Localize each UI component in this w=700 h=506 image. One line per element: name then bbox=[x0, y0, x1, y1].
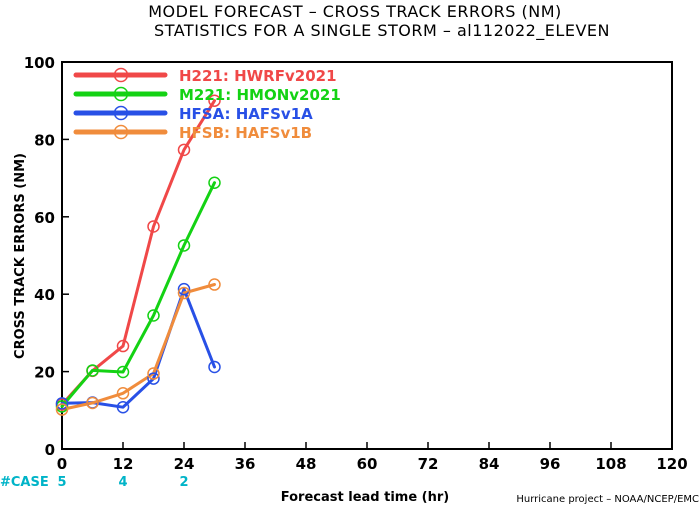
x-axis-label: Forecast lead time (hr) bbox=[281, 490, 449, 505]
x-tick-label: 36 bbox=[235, 455, 256, 473]
y-tick-label: 60 bbox=[34, 209, 55, 227]
plot-frame bbox=[61, 61, 673, 450]
y-tick-label: 80 bbox=[34, 131, 55, 149]
case-count: 2 bbox=[179, 475, 188, 490]
data-point bbox=[177, 239, 191, 252]
data-point bbox=[147, 309, 160, 322]
x-tick-label: 0 bbox=[57, 455, 67, 473]
series-line bbox=[60, 287, 216, 409]
data-point bbox=[147, 367, 160, 380]
series-line bbox=[60, 283, 216, 411]
y-tick-label: 0 bbox=[45, 441, 55, 459]
legend-label: HFSB: HAFSv1B bbox=[179, 124, 312, 142]
legend-marker bbox=[113, 105, 129, 121]
data-point bbox=[116, 365, 130, 379]
chart-title: MODEL FORECAST – CROSS TRACK ERRORS (NM) bbox=[148, 2, 562, 21]
series-line bbox=[60, 99, 216, 406]
x-tick-label: 96 bbox=[540, 455, 561, 473]
data-point bbox=[147, 372, 160, 385]
series-line bbox=[60, 181, 216, 408]
data-point bbox=[208, 176, 221, 189]
data-point bbox=[177, 286, 191, 300]
legend-marker bbox=[113, 86, 129, 102]
x-tick-label: 48 bbox=[296, 455, 317, 473]
y-tick-label: 20 bbox=[34, 364, 55, 382]
data-point bbox=[147, 220, 160, 233]
legend-marker bbox=[113, 67, 129, 83]
x-tick-label: 12 bbox=[113, 455, 134, 473]
x-tick-label: 60 bbox=[357, 455, 378, 473]
data-point bbox=[208, 360, 221, 374]
data-point bbox=[208, 94, 221, 107]
legend-label: M221: HMONv2021 bbox=[179, 86, 341, 104]
series-layer bbox=[55, 94, 221, 416]
case-label: #CASE bbox=[0, 475, 49, 490]
x-axis: 0 12 24 36 48 60 72 84 96 108 120 bbox=[57, 442, 688, 473]
y-axis-label: CROSS TRACK ERRORS (NM) bbox=[13, 153, 28, 359]
data-point bbox=[116, 400, 130, 414]
x-tick-label: 108 bbox=[595, 455, 626, 473]
data-point bbox=[55, 403, 69, 416]
case-counts: 5 4 2 bbox=[57, 475, 188, 490]
data-point bbox=[177, 282, 191, 296]
data-point bbox=[55, 400, 69, 413]
data-point bbox=[208, 278, 221, 291]
y-tick-label: 40 bbox=[34, 286, 55, 304]
data-point bbox=[86, 396, 99, 410]
x-tick-label: 72 bbox=[418, 455, 439, 473]
x-tick-label: 24 bbox=[174, 455, 195, 473]
y-tick-label: 100 bbox=[24, 54, 55, 72]
legend-label: H221: HWRFv2021 bbox=[179, 67, 337, 85]
legend-marker bbox=[113, 124, 129, 140]
data-point bbox=[86, 364, 99, 377]
case-count: 5 bbox=[57, 475, 66, 490]
data-point bbox=[177, 143, 191, 157]
case-count: 4 bbox=[118, 475, 127, 490]
credit-text: Hurricane project – NOAA/NCEP/EMC bbox=[516, 494, 699, 505]
data-point bbox=[55, 397, 69, 410]
data-point bbox=[116, 387, 130, 400]
legend-label: HFSA: HAFSv1A bbox=[179, 105, 313, 123]
chart-subtitle: STATISTICS FOR A SINGLE STORM – al112022… bbox=[154, 21, 610, 41]
x-tick-label: 120 bbox=[656, 455, 687, 473]
x-tick-label: 84 bbox=[479, 455, 500, 473]
data-point bbox=[116, 339, 130, 353]
y-axis: 0 20 40 60 80 100 bbox=[24, 54, 69, 459]
